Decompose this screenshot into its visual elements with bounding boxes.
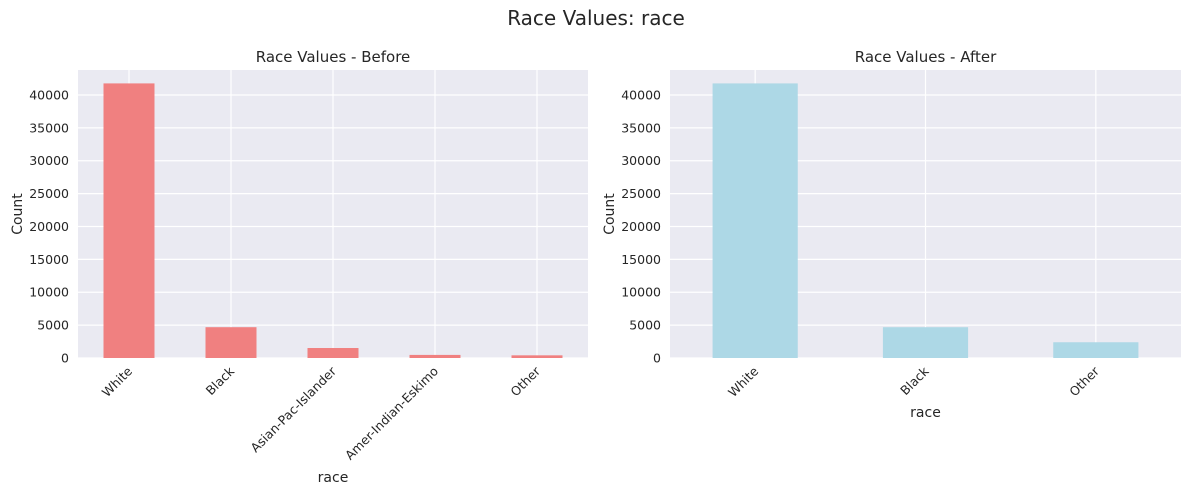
- x-tick-label: Other: [507, 363, 543, 399]
- y-tick-label: 0: [653, 351, 661, 366]
- y-axis-label: Count: [10, 193, 26, 235]
- bar-black: [882, 327, 969, 358]
- y-axis-label: Count: [602, 193, 618, 235]
- bar-white: [712, 83, 798, 359]
- bar-asian-pac-islander: [307, 348, 359, 358]
- bar-other: [511, 355, 563, 358]
- figure-suptitle: Race Values: race: [507, 6, 685, 30]
- x-tick-label: White: [725, 363, 762, 400]
- y-tick-label: 20000: [29, 219, 69, 234]
- y-tick-label: 40000: [29, 87, 69, 102]
- x-tick-label: Amer-Indian-Eskimo: [342, 364, 441, 463]
- y-tick-label: 25000: [621, 186, 661, 201]
- y-tick-label: 40000: [621, 87, 661, 102]
- y-tick-label: 30000: [621, 153, 661, 168]
- y-tick-label: 20000: [621, 219, 661, 234]
- after-chart: 0 5000 10000 15000 20000 25000 30000 35000 40000…: [602, 48, 1181, 421]
- y-tick-label: 10000: [29, 285, 69, 300]
- chart-title: Race Values - After: [855, 48, 997, 66]
- y-tick-label: 25000: [29, 186, 69, 201]
- before-chart: 0 5000 10000 15000 20000 25000 30000 35000 40000…: [10, 48, 588, 486]
- y-tick-label: 30000: [29, 153, 69, 168]
- y-tick-label: 15000: [621, 252, 661, 267]
- y-tick-label: 5000: [37, 318, 69, 333]
- chart-title: Race Values - Before: [256, 48, 411, 66]
- y-tick-label: 5000: [629, 318, 661, 333]
- x-axis-label: race: [318, 470, 349, 486]
- bar-white: [103, 83, 155, 359]
- y-tick-label: 35000: [621, 120, 661, 135]
- y-tick-label: 15000: [29, 252, 69, 267]
- x-tick-label: Asian-Pac-Islander: [247, 363, 339, 455]
- x-tick-label: Black: [203, 363, 238, 398]
- x-tick-label: White: [99, 363, 136, 400]
- y-tick-label: 10000: [621, 285, 661, 300]
- bar-other: [1053, 342, 1139, 358]
- x-tick-label: Black: [897, 363, 932, 398]
- bar-amer-indian-eskimo: [409, 354, 461, 358]
- bar-black: [205, 327, 257, 358]
- x-axis-label: race: [910, 405, 941, 421]
- x-tick-label: Other: [1066, 363, 1102, 399]
- y-tick-label: 35000: [29, 120, 69, 135]
- y-tick-label: 0: [61, 351, 69, 366]
